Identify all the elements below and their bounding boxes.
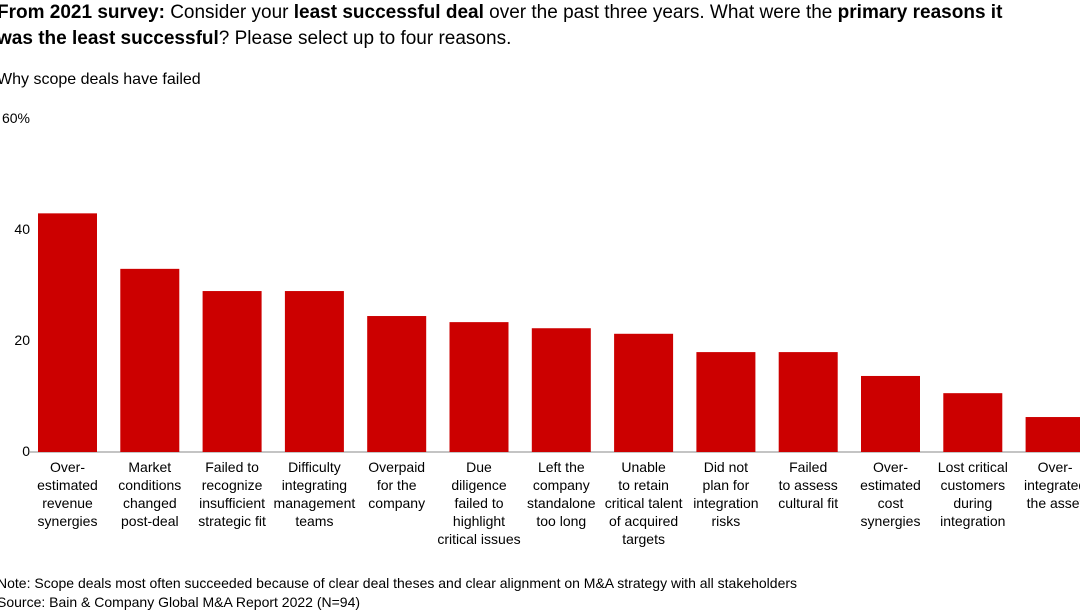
title-part: primary reasons it was the least success…: [0, 2, 1003, 49]
x-tick-label: Due diligence failed to highlight critic…: [437, 459, 521, 547]
x-tick-label: Lost critical customers during integrati…: [937, 459, 1008, 529]
y-tick-label: 40: [14, 221, 30, 237]
note: Note: Scope deals most often succeeded b…: [0, 575, 798, 591]
x-tick-label: Over- estimated revenue synergies: [37, 459, 98, 529]
source: Source: Bain & Company Global M&A Report…: [0, 594, 361, 610]
bar: [696, 352, 756, 452]
x-tick-label: Failed to assess cultural fit: [778, 459, 839, 511]
title-part: least successful deal: [293, 2, 484, 23]
y-tick-label: 60%: [1, 110, 30, 126]
bar: [861, 375, 920, 452]
bar: [614, 333, 674, 452]
bar: [367, 316, 427, 452]
x-tick-label: Failed to recognize insufficient strateg…: [198, 459, 266, 529]
bar: [284, 291, 344, 452]
bar: [202, 291, 262, 452]
x-tick-label: Unable to retain critical talent of acqu…: [604, 459, 683, 547]
bar: [120, 268, 180, 452]
bar: [943, 393, 1003, 452]
title-part: Consider your: [164, 2, 294, 23]
bar: [38, 213, 97, 452]
x-tick-label: Did not plan for integration risks: [693, 459, 759, 529]
x-tick-label: Difficulty integrating management teams: [273, 459, 356, 529]
bar: [531, 328, 591, 452]
title-part: over the past three years. What were the: [483, 2, 838, 23]
y-tick-label: 20: [14, 332, 30, 348]
title-part: ? Please select up to four reasons.: [218, 28, 512, 49]
bar: [1025, 417, 1080, 452]
chart-title: From 2021 survey: Consider your least su…: [0, 0, 1037, 52]
subtitle: Why scope deals have failed: [0, 71, 201, 88]
x-tick-label: Over- estimated cost synergies: [860, 459, 921, 529]
bar: [778, 352, 838, 452]
x-tick-label: Over- integrated the asset: [1023, 459, 1080, 511]
bar: [449, 322, 509, 452]
x-tick-label: Left the company standalone too long: [527, 459, 596, 529]
title-part: From 2021 survey:: [0, 2, 165, 23]
y-tick-label: 0: [22, 443, 30, 459]
x-tick-label: Market conditions changed post-deal: [118, 459, 182, 529]
x-tick-label: Overpaid for the company: [368, 459, 426, 511]
